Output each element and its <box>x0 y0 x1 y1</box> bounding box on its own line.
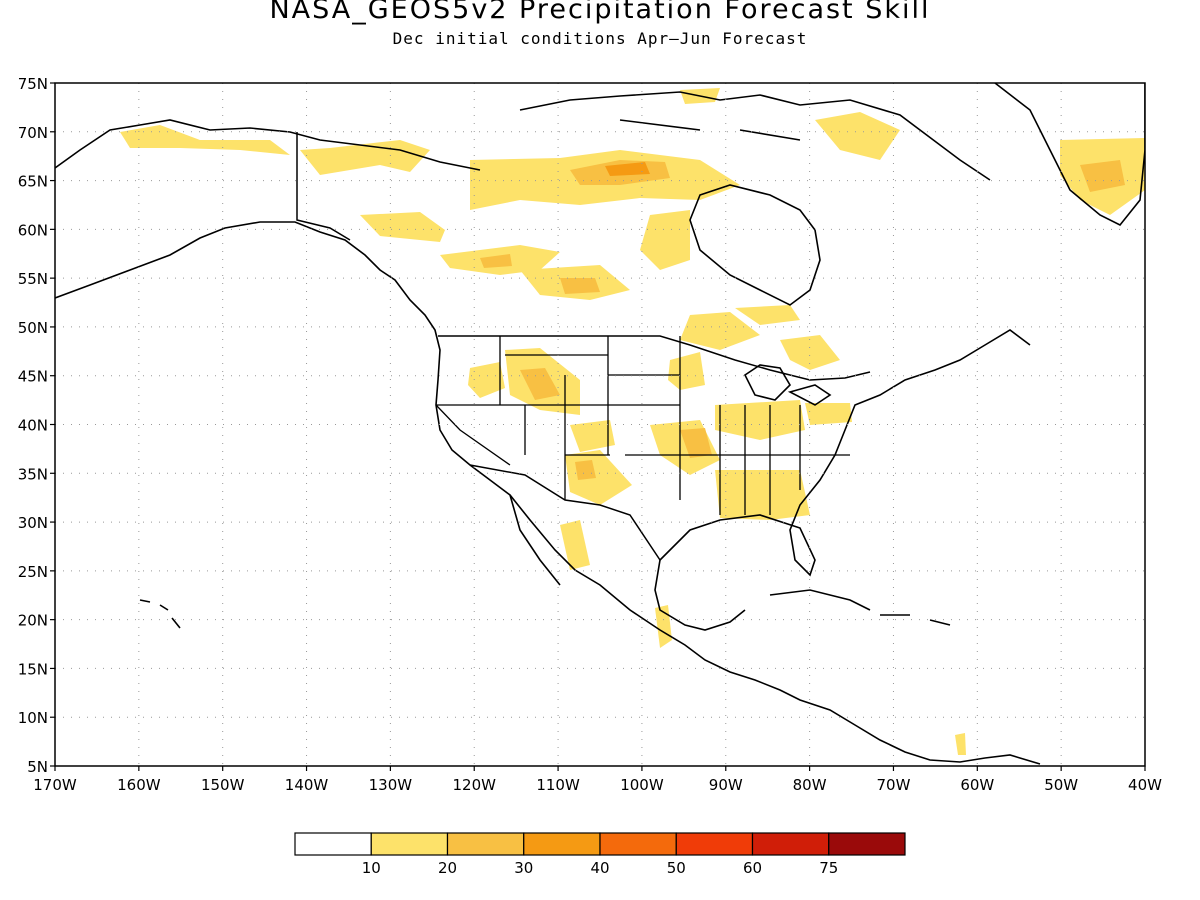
skill-region <box>560 520 590 570</box>
legend-label: 30 <box>514 859 533 877</box>
skill-region <box>655 605 672 648</box>
skill-region <box>680 428 712 458</box>
us-mexico-border <box>469 464 661 561</box>
hudson-bay <box>689 184 821 306</box>
arctic-islands <box>519 91 991 181</box>
skill-region <box>715 400 805 440</box>
legend-label: 60 <box>743 859 762 877</box>
legend-label: 10 <box>362 859 381 877</box>
skill-region <box>560 278 600 294</box>
legend-swatch <box>370 832 449 856</box>
canada-us-border <box>438 335 871 381</box>
lat-tick-label: 5N <box>27 758 48 776</box>
lon-tick-label: 40W <box>1128 776 1162 794</box>
lat-tick-label: 70N <box>18 124 48 142</box>
skill-region <box>565 450 632 505</box>
legend-swatch <box>828 832 906 856</box>
skill-shading <box>120 88 1145 755</box>
map-area <box>55 83 1145 766</box>
lon-tick-label: 50W <box>1044 776 1078 794</box>
lat-tick-label: 60N <box>18 221 48 239</box>
mexico-coast <box>654 559 746 631</box>
baja-california <box>509 494 561 586</box>
us-state-lines <box>435 336 850 515</box>
lat-tick-label: 65N <box>18 173 48 191</box>
lon-tick-label: 150W <box>201 776 245 794</box>
skill-region <box>120 125 290 155</box>
lat-tick-label: 75N <box>18 75 48 93</box>
north-america-coastline <box>55 221 1041 765</box>
skill-region <box>955 733 966 755</box>
lat-tick-label: 20N <box>18 612 48 630</box>
skill-region <box>1080 160 1125 192</box>
great-lakes <box>743 364 832 406</box>
chart-title: NASA_GEOS5v2 Precipitation Forecast Skil… <box>269 0 931 25</box>
skill-region <box>735 305 800 325</box>
skill-region <box>468 362 505 398</box>
coastlines <box>55 83 1145 765</box>
legend-label: 20 <box>438 859 457 877</box>
political-borders <box>296 132 871 561</box>
skill-region <box>780 335 840 370</box>
caribbean-islands <box>769 589 951 626</box>
skill-region <box>605 162 650 176</box>
skill-region <box>640 210 690 270</box>
lat-tick-label: 50N <box>18 319 48 337</box>
skill-region <box>805 403 852 425</box>
greenland-coast <box>994 83 1145 227</box>
lat-tick-label: 40N <box>18 417 48 435</box>
legend-swatch <box>523 832 601 856</box>
lon-tick-label: 170W <box>33 776 77 794</box>
skill-region <box>570 420 615 452</box>
lon-tick-label: 80W <box>793 776 827 794</box>
lon-tick-label: 100W <box>620 776 664 794</box>
lat-tick-label: 25N <box>18 563 48 581</box>
lon-tick-label: 140W <box>285 776 329 794</box>
skill-region <box>680 312 760 350</box>
skill-region <box>575 460 596 480</box>
lat-tick-label: 10N <box>18 709 48 727</box>
skill-region <box>480 254 512 268</box>
lon-tick-label: 130W <box>369 776 413 794</box>
legend-swatch <box>675 832 754 856</box>
lon-tick-label: 60W <box>960 776 994 794</box>
legend-swatch <box>599 832 677 856</box>
gulf-coast <box>659 329 1031 577</box>
skill-region <box>300 140 430 175</box>
lon-tick-label: 70W <box>877 776 911 794</box>
legend-swatch <box>294 832 372 856</box>
lat-tick-label: 45N <box>18 368 48 386</box>
alaska-north-coast <box>55 119 481 171</box>
skill-region <box>360 212 445 242</box>
gridlines <box>55 83 1145 766</box>
alaska-border <box>296 132 351 241</box>
legend-label: 50 <box>667 859 686 877</box>
legend-label: 40 <box>590 859 609 877</box>
lon-tick-label: 120W <box>452 776 496 794</box>
color-legend: 10 20 30 40 50 60 75 <box>294 832 906 877</box>
lon-tick-label: 90W <box>709 776 743 794</box>
legend-swatch <box>446 832 525 856</box>
skill-region <box>520 368 560 400</box>
lon-tick-label: 110W <box>536 776 580 794</box>
lat-tick-label: 35N <box>18 465 48 483</box>
skill-region <box>715 470 810 520</box>
axis-ticks: 75N 70N 65N 60N 55N 50N 45N 40N 35N 30N 25N 20N 15N 1… <box>18 75 1162 794</box>
skill-region <box>668 352 705 390</box>
lat-tick-label: 55N <box>18 270 48 288</box>
lon-tick-label: 160W <box>117 776 161 794</box>
legend-swatch <box>751 832 830 856</box>
hawaii <box>139 599 181 629</box>
lat-tick-label: 30N <box>18 514 48 532</box>
lat-tick-label: 15N <box>18 660 48 678</box>
chart-subtitle: Dec initial conditions Apr–Jun Forecast <box>392 29 808 48</box>
legend-label: 75 <box>819 859 838 877</box>
skill-region <box>815 112 900 160</box>
